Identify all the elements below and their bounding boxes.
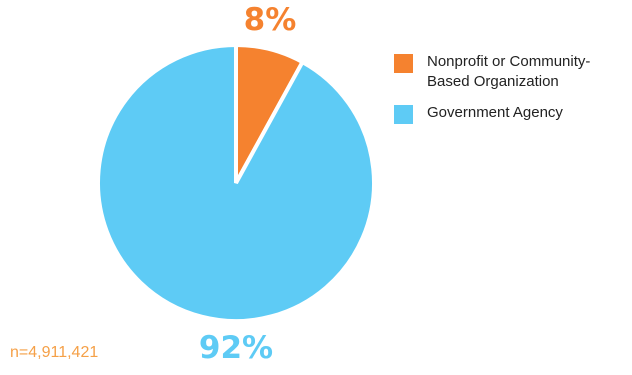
legend-swatch-nonprofit: [394, 54, 413, 73]
pie-labels: 8% 92%: [199, 2, 296, 366]
sample-size-note: n=4,911,421: [10, 344, 99, 361]
pie-slice-1: [96, 42, 376, 323]
legend-label-nonprofit: Nonprofit or Community-Based Organizatio…: [427, 53, 591, 90]
slice-percent-label-0: 8%: [244, 2, 297, 38]
legend-swatch-government: [394, 105, 413, 124]
legend-item-nonprofit: Nonprofit or Community-Based Organizatio…: [394, 52, 624, 92]
legend-item-government: Government Agency: [394, 103, 624, 124]
slice-percent-label-1: 92%: [199, 330, 273, 366]
legend: Nonprofit or Community-Based Organizatio…: [394, 52, 624, 135]
legend-label-government: Government Agency: [427, 104, 563, 121]
pie-slices: [96, 42, 376, 323]
